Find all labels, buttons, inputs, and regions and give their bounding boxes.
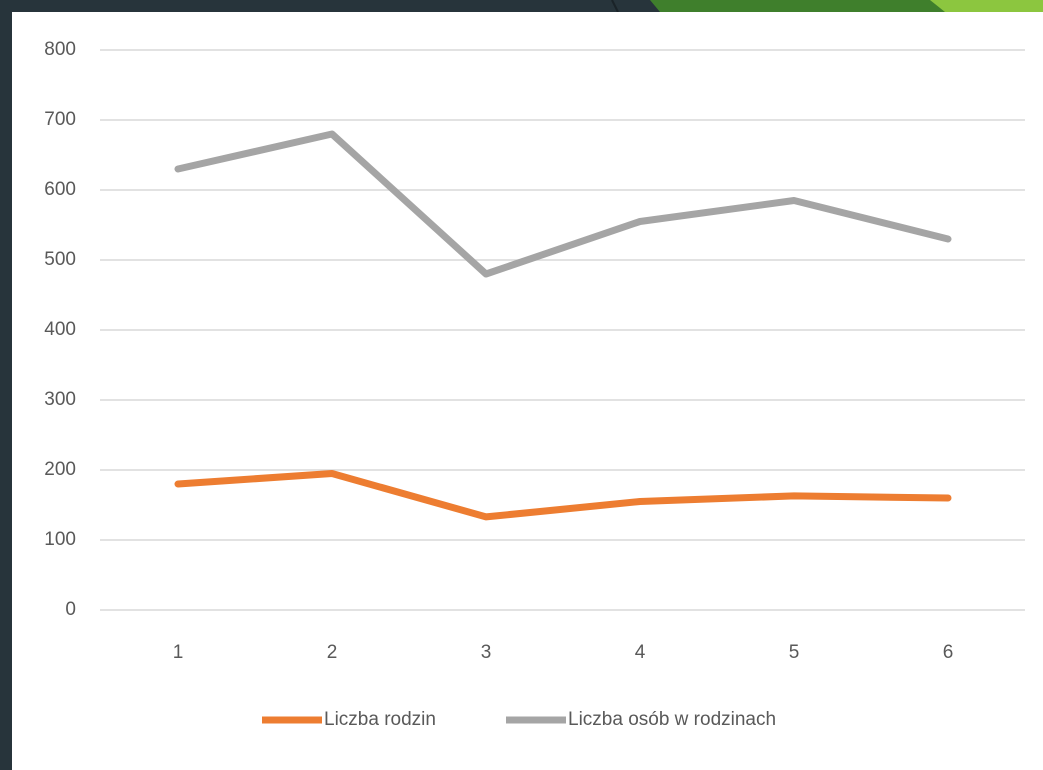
chart: 0 100 200 300 400 500 600 700 800 1 2 3 4 5 6 Liczba ro… [44, 39, 1025, 730]
decoration [611, 0, 619, 13]
x-tick-label: 6 [943, 642, 954, 663]
x-tick-label: 5 [789, 642, 800, 663]
series-line [174, 470, 952, 521]
y-tick-label: 600 [44, 179, 76, 200]
chart-panel [12, 12, 1043, 770]
x-tick-label: 3 [481, 642, 492, 663]
legend-label: Liczba rodzin [324, 709, 436, 730]
legend-label: Liczba osób w rodzinach [568, 709, 776, 730]
y-tick-label: 0 [65, 599, 76, 620]
decoration [930, 0, 1043, 12]
y-tick-label: 200 [44, 459, 76, 480]
x-tick-label: 1 [173, 642, 184, 663]
x-tick-label: 4 [635, 642, 646, 663]
y-tick-label: 400 [44, 319, 76, 340]
y-tick-label: 700 [44, 109, 76, 130]
y-tick-label: 800 [44, 39, 76, 60]
y-tick-label: 100 [44, 529, 76, 550]
y-tick-label: 300 [44, 389, 76, 410]
x-tick-label: 2 [327, 642, 338, 663]
y-tick-label: 500 [44, 249, 76, 270]
series-line [174, 130, 952, 278]
